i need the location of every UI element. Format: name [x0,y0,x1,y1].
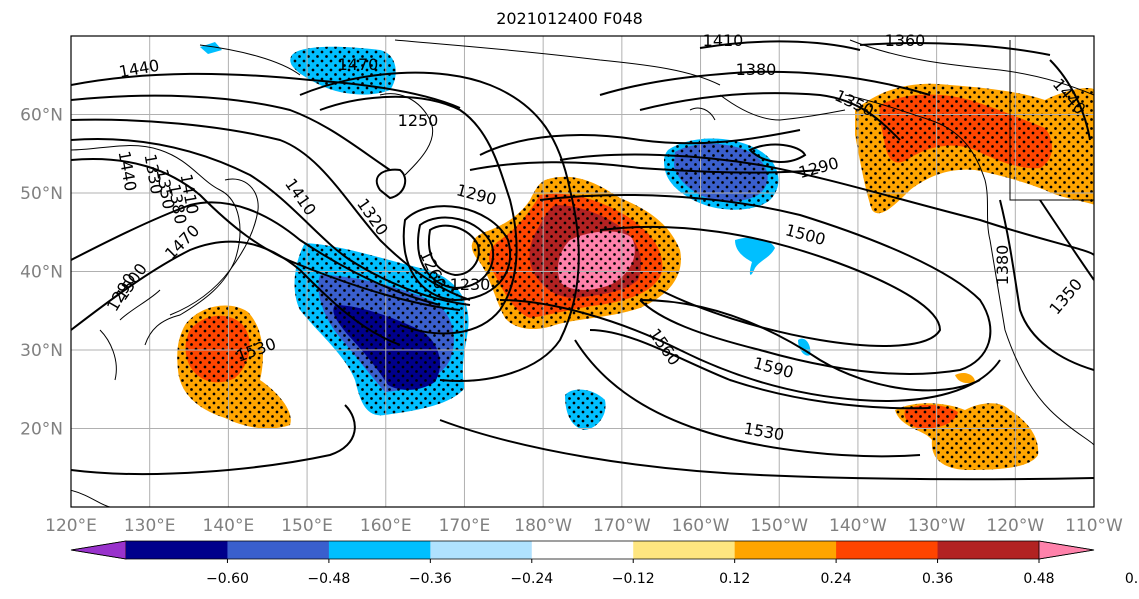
contour-label: 1250 [398,111,439,130]
colorbar-segment [126,541,228,559]
gridlines [71,36,1094,507]
contour-label: 1380 [736,60,777,79]
longitude-tick-label: 120°W [986,516,1044,536]
colorbar-tick-label: 0.60 [1125,571,1139,587]
colorbar-segment [531,541,634,559]
colorbar-outline [70,540,1095,560]
colorbar-tick-label: −0.60 [206,571,249,587]
colorbar-segment [633,541,736,559]
latitude-labels: 60°N 50°N 40°N 30°N 20°N [20,106,63,440]
colorbar-segment [836,541,939,559]
longitude-tick-label: 140°W [829,516,887,536]
longitude-tick-label: 140°E [203,516,255,536]
colorbar-tick-label: 0.36 [922,571,953,587]
colorbar-segment [227,541,330,559]
colorbar-tick-label: 0.24 [821,571,852,587]
colorbar-segment [937,541,1040,559]
longitude-tick-label: 110°W [1065,516,1123,536]
longitude-labels: 120°E 130°E 140°E 150°E 160°E 170°E 180°W 170°W… [45,516,1123,536]
longitude-tick-label: 150°E [281,516,333,536]
colorbar-segment [328,541,431,559]
height-contours [71,40,1094,481]
latitude-tick-label: 40°N [20,263,63,283]
colorbar-tick-label: −0.48 [307,571,350,587]
longitude-tick-label: 150°W [750,516,808,536]
colorbar-tick-label: −0.36 [409,571,452,587]
contour-label: 1360 [885,31,926,50]
colorbar [70,540,1095,560]
longitude-tick-label: 170°W [593,516,651,536]
map-frame [70,35,1095,508]
latitude-tick-label: 20°N [20,420,63,440]
colorbar-extend-low [70,540,127,560]
contour-label: 1230 [450,275,491,294]
longitude-tick-label: 130°E [124,516,176,536]
longitude-tick-label: 160°E [360,516,412,536]
contour-label: 1470 [338,55,379,74]
contour-label: 1380 [993,245,1012,286]
longitude-tick-label: 180°W [514,516,572,536]
contour-label: 1410 [703,31,744,50]
coastlines [71,39,1094,507]
latitude-tick-label: 30°N [20,341,63,361]
colorbar-tick-labels: −0.60 −0.48 −0.36 −0.24 −0.12 0.12 0.24 0.36 0.4… [206,559,1139,587]
map-title: 2021012400 F048 [496,9,643,28]
longitude-tick-label: 130°W [908,516,966,536]
longitude-tick-label: 120°E [45,516,97,536]
longitude-tick-label: 170°E [439,516,491,536]
longitude-tick-label: 160°W [672,516,730,536]
colorbar-segment [734,541,837,559]
colorbar-extend-high [1038,540,1095,560]
colorbar-tick-label: −0.12 [612,571,655,587]
colorbar-tick-label: −0.24 [510,571,553,587]
colorbar-tick-label: 0.12 [719,571,750,587]
latitude-tick-label: 60°N [20,106,63,126]
colorbar-tick-label: 0.48 [1023,571,1054,587]
latitude-tick-label: 50°N [20,184,63,204]
colorbar-segment [430,541,533,559]
